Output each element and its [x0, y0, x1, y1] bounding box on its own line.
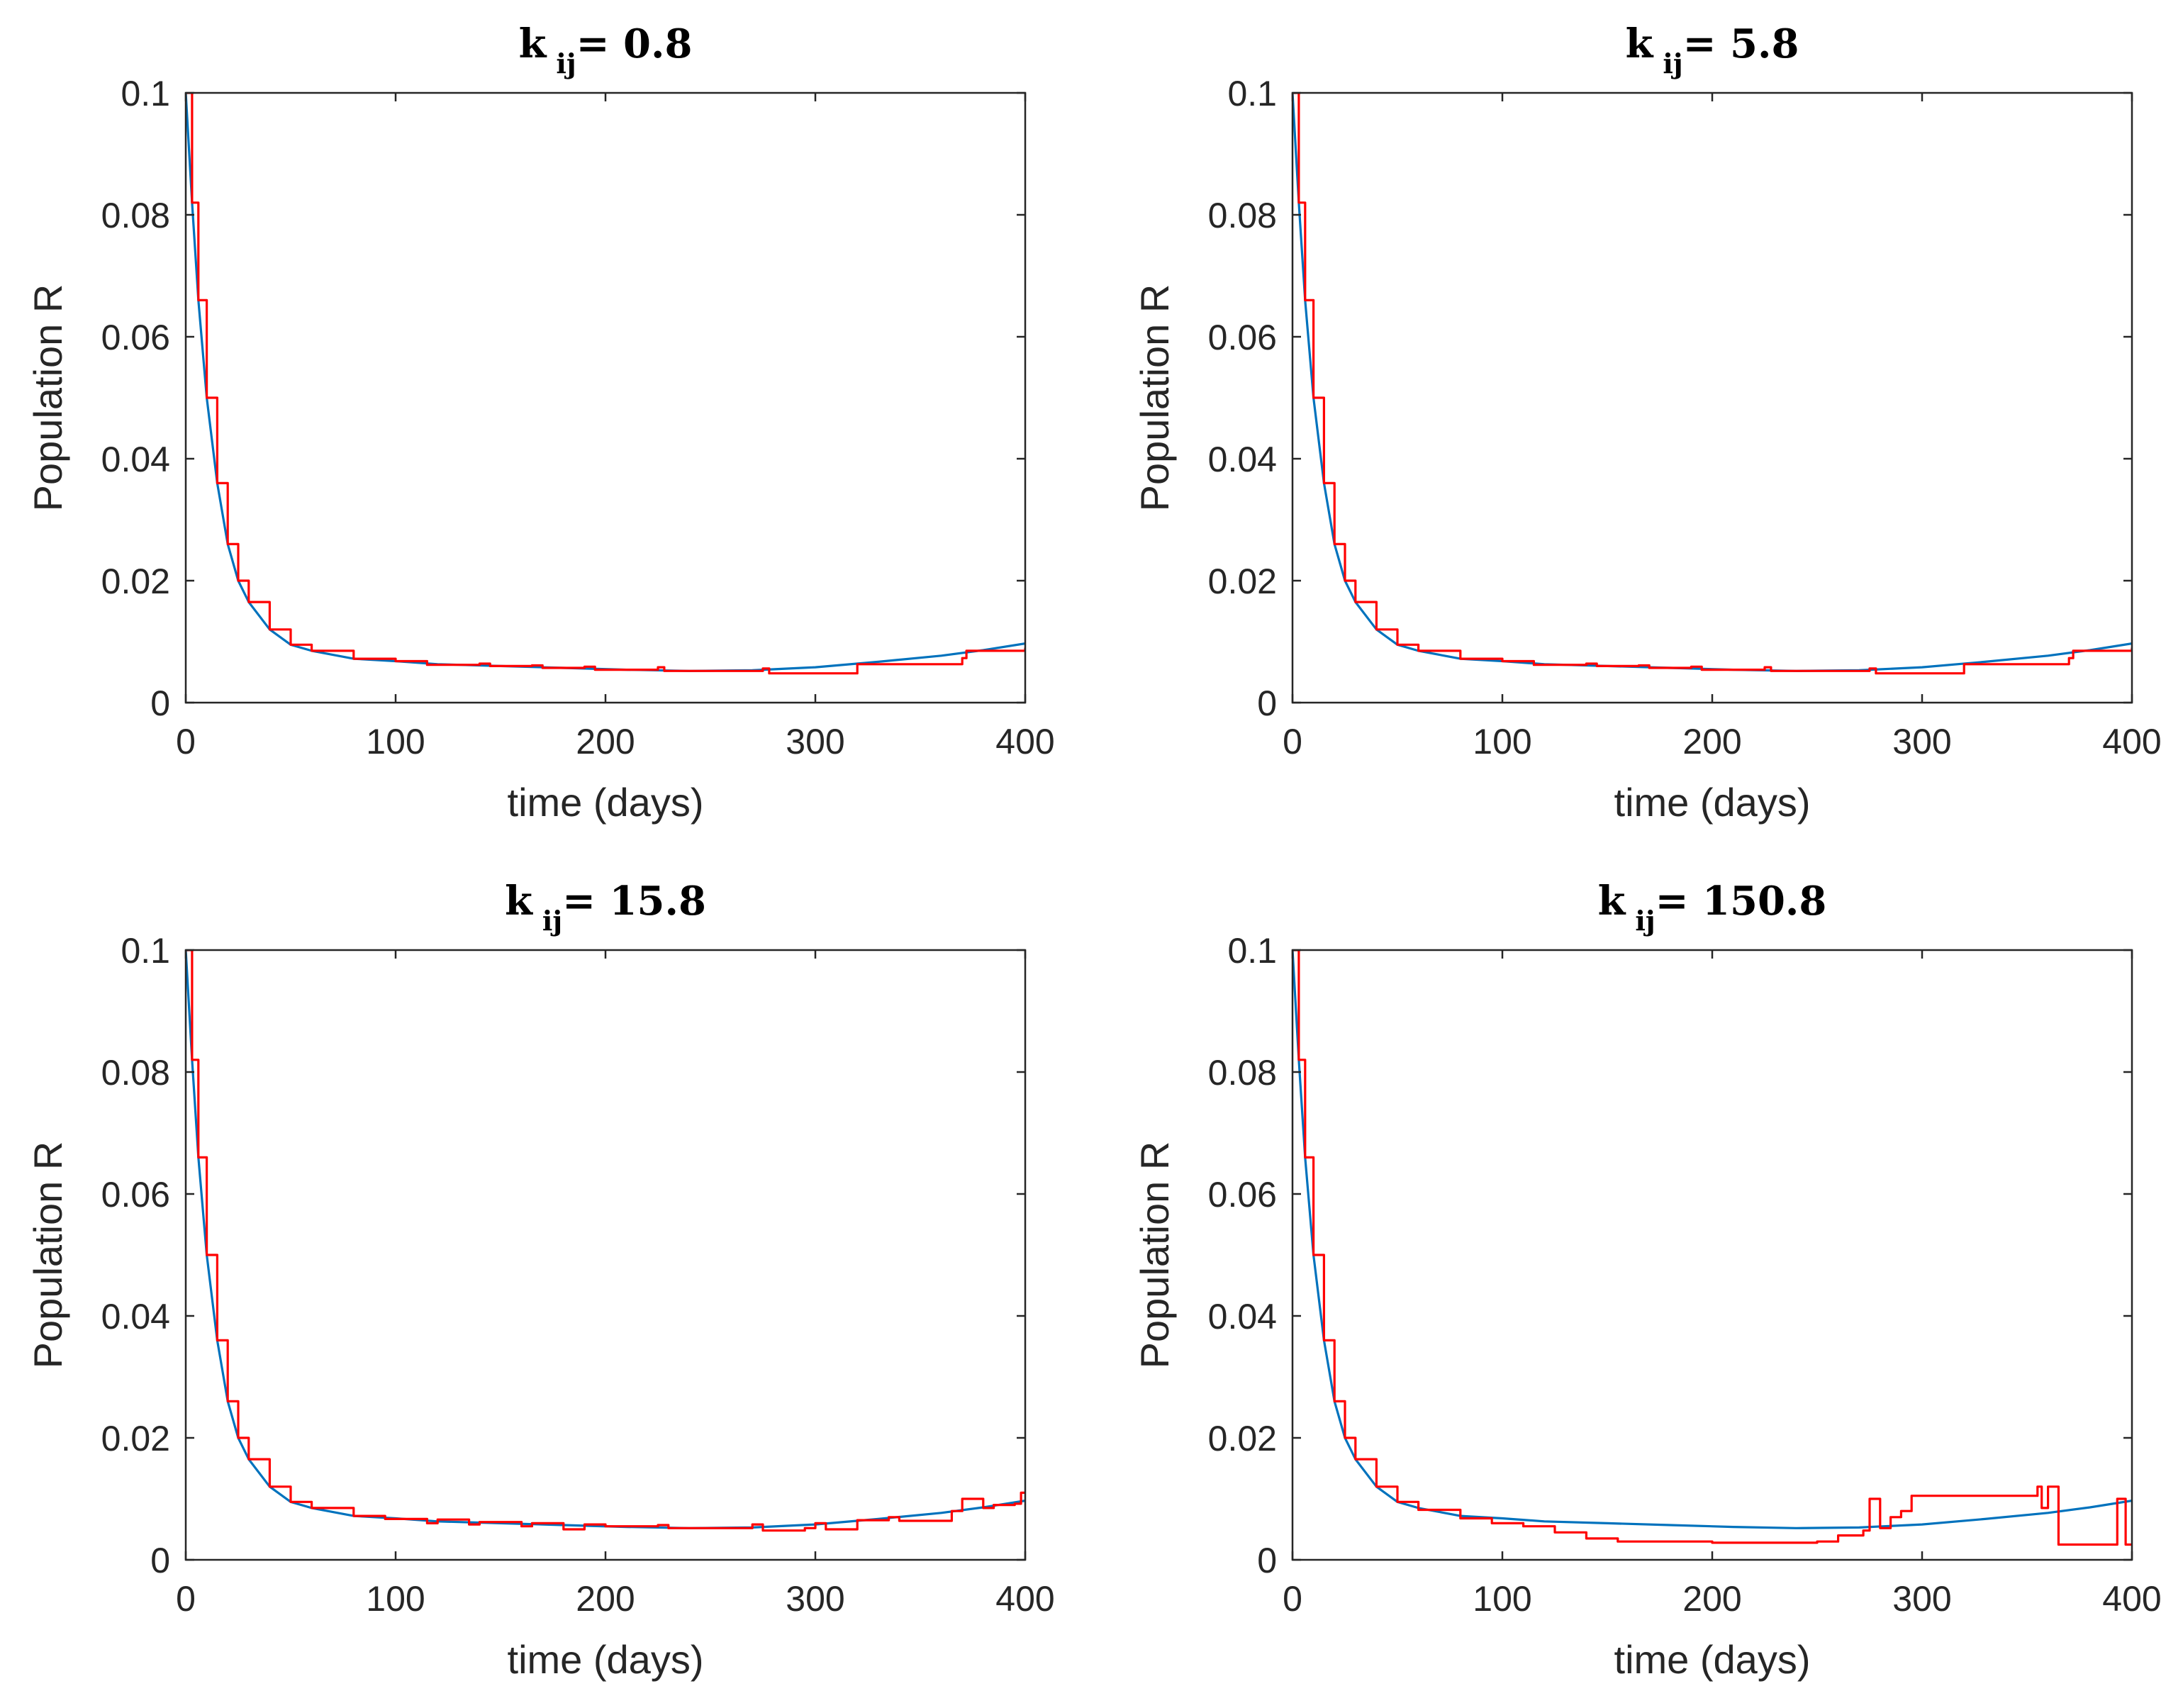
subplot-2: 0 100 200 300 400 0 0.02 0.04 0.06 0.08 0.1 time (d… — [1132, 21, 2162, 825]
subplot-1: 0 100 200 300 400 0 0.02 0.04 0.06 0.08 0.1 time (d… — [26, 21, 1055, 825]
chart-title: k ij= 5.8 — [1626, 21, 1799, 79]
x-tick-label: 400 — [2102, 1579, 2161, 1619]
y-tick-label: 0.02 — [1208, 562, 1277, 601]
x-tick-label: 300 — [1892, 722, 1951, 761]
y-tick-label: 0 — [1257, 683, 1277, 723]
y-axis-label: Population R — [26, 1142, 70, 1369]
y-tick-label: 0.08 — [101, 196, 170, 235]
x-tick-label: 200 — [1682, 1579, 1741, 1619]
x-tick-label: 300 — [786, 1579, 844, 1619]
y-tick-label: 0.1 — [121, 931, 170, 971]
title-subscript: ij — [1663, 48, 1682, 79]
y-tick-label: 0.02 — [1208, 1419, 1277, 1458]
x-tick-label: 300 — [786, 722, 844, 761]
x-tick-label: 0 — [1283, 722, 1302, 761]
y-tick-label: 0.02 — [101, 1419, 170, 1458]
title-symbol: k — [1598, 878, 1626, 925]
series-deterministic-line — [186, 950, 1025, 1529]
axes-frame — [1291, 949, 2133, 1561]
y-tick-label: 0.04 — [101, 1297, 170, 1336]
y-tick-label: 0.04 — [1208, 1297, 1277, 1336]
subplot-3: 0 100 200 300 400 0 0.02 0.04 0.06 0.08 0.1 time (d… — [26, 878, 1055, 1682]
y-tick-label: 0 — [1257, 1541, 1277, 1580]
y-tick-label: 0.06 — [101, 318, 170, 357]
series-group — [186, 93, 1025, 675]
x-axis-label: time (days) — [1614, 1637, 1811, 1682]
y-axis-label: Population R — [26, 284, 70, 512]
title-value: = 15.8 — [562, 878, 706, 925]
title-subscript: ij — [542, 905, 562, 937]
axes-frame — [184, 91, 1027, 704]
y-tick-label: 0.08 — [1208, 1053, 1277, 1093]
x-tick-label: 400 — [2102, 722, 2161, 761]
x-tick-label: 400 — [995, 722, 1054, 761]
x-tick-label: 100 — [1473, 1579, 1531, 1619]
x-tick-label: 200 — [1682, 722, 1741, 761]
x-axis-label: time (days) — [508, 1637, 704, 1682]
y-tick-label: 0.02 — [101, 562, 170, 601]
x-tick-label: 0 — [176, 1579, 196, 1619]
series-stochastic-line — [186, 93, 1025, 675]
series-stochastic-line — [1293, 93, 2132, 675]
chart-title: k ij= 15.8 — [505, 878, 706, 937]
title-symbol: k — [1626, 21, 1654, 67]
y-tick-label: 0.1 — [121, 74, 170, 113]
axes-frame — [184, 949, 1027, 1561]
x-tick-label: 400 — [995, 1579, 1054, 1619]
series-deterministic-line — [1293, 950, 2132, 1529]
title-symbol: k — [519, 21, 547, 67]
series-group — [1293, 93, 2132, 675]
y-tick-label: 0.06 — [1208, 1175, 1277, 1215]
x-tick-label: 100 — [366, 722, 425, 761]
title-subscript: ij — [556, 48, 576, 79]
x-tick-label: 0 — [1283, 1579, 1302, 1619]
title-value: = 5.8 — [1683, 21, 1799, 67]
title-value: = 150.8 — [1656, 878, 1827, 925]
x-tick-label: 200 — [576, 1579, 635, 1619]
title-subscript: ij — [1635, 905, 1655, 937]
title-symbol: k — [505, 878, 533, 925]
y-axis-label: Population R — [1132, 284, 1177, 512]
y-tick-label: 0.06 — [101, 1175, 170, 1215]
series-stochastic-line — [186, 950, 1025, 1532]
x-tick-label: 300 — [1892, 1579, 1951, 1619]
chart-title: k ij= 150.8 — [1598, 878, 1827, 937]
x-tick-label: 0 — [176, 722, 196, 761]
y-tick-label: 0.1 — [1227, 74, 1277, 113]
y-tick-label: 0.04 — [1208, 440, 1277, 479]
y-tick-label: 0.1 — [1227, 931, 1277, 971]
series-group — [1293, 950, 2132, 1546]
series-stochastic-line — [1293, 950, 2132, 1546]
y-tick-label: 0.08 — [101, 1053, 170, 1093]
series-deterministic-line — [186, 93, 1025, 672]
y-tick-label: 0.04 — [101, 440, 170, 479]
x-tick-label: 100 — [1473, 722, 1531, 761]
chart-title: k ij= 0.8 — [519, 21, 693, 79]
y-tick-label: 0.06 — [1208, 318, 1277, 357]
axes-frame — [1291, 91, 2133, 704]
x-axis-label: time (days) — [1614, 780, 1811, 825]
series-group — [186, 950, 1025, 1532]
title-value: = 0.8 — [576, 21, 693, 67]
x-tick-label: 200 — [576, 722, 635, 761]
y-tick-label: 0 — [150, 683, 170, 723]
x-tick-label: 100 — [366, 1579, 425, 1619]
series-deterministic-line — [1293, 93, 2132, 672]
x-axis-label: time (days) — [508, 780, 704, 825]
subplot-4: 0 100 200 300 400 0 0.02 0.04 0.06 0.08 0.1 time (d… — [1132, 878, 2162, 1682]
y-axis-label: Population R — [1132, 1142, 1177, 1369]
y-tick-label: 0.08 — [1208, 196, 1277, 235]
y-tick-label: 0 — [150, 1541, 170, 1580]
